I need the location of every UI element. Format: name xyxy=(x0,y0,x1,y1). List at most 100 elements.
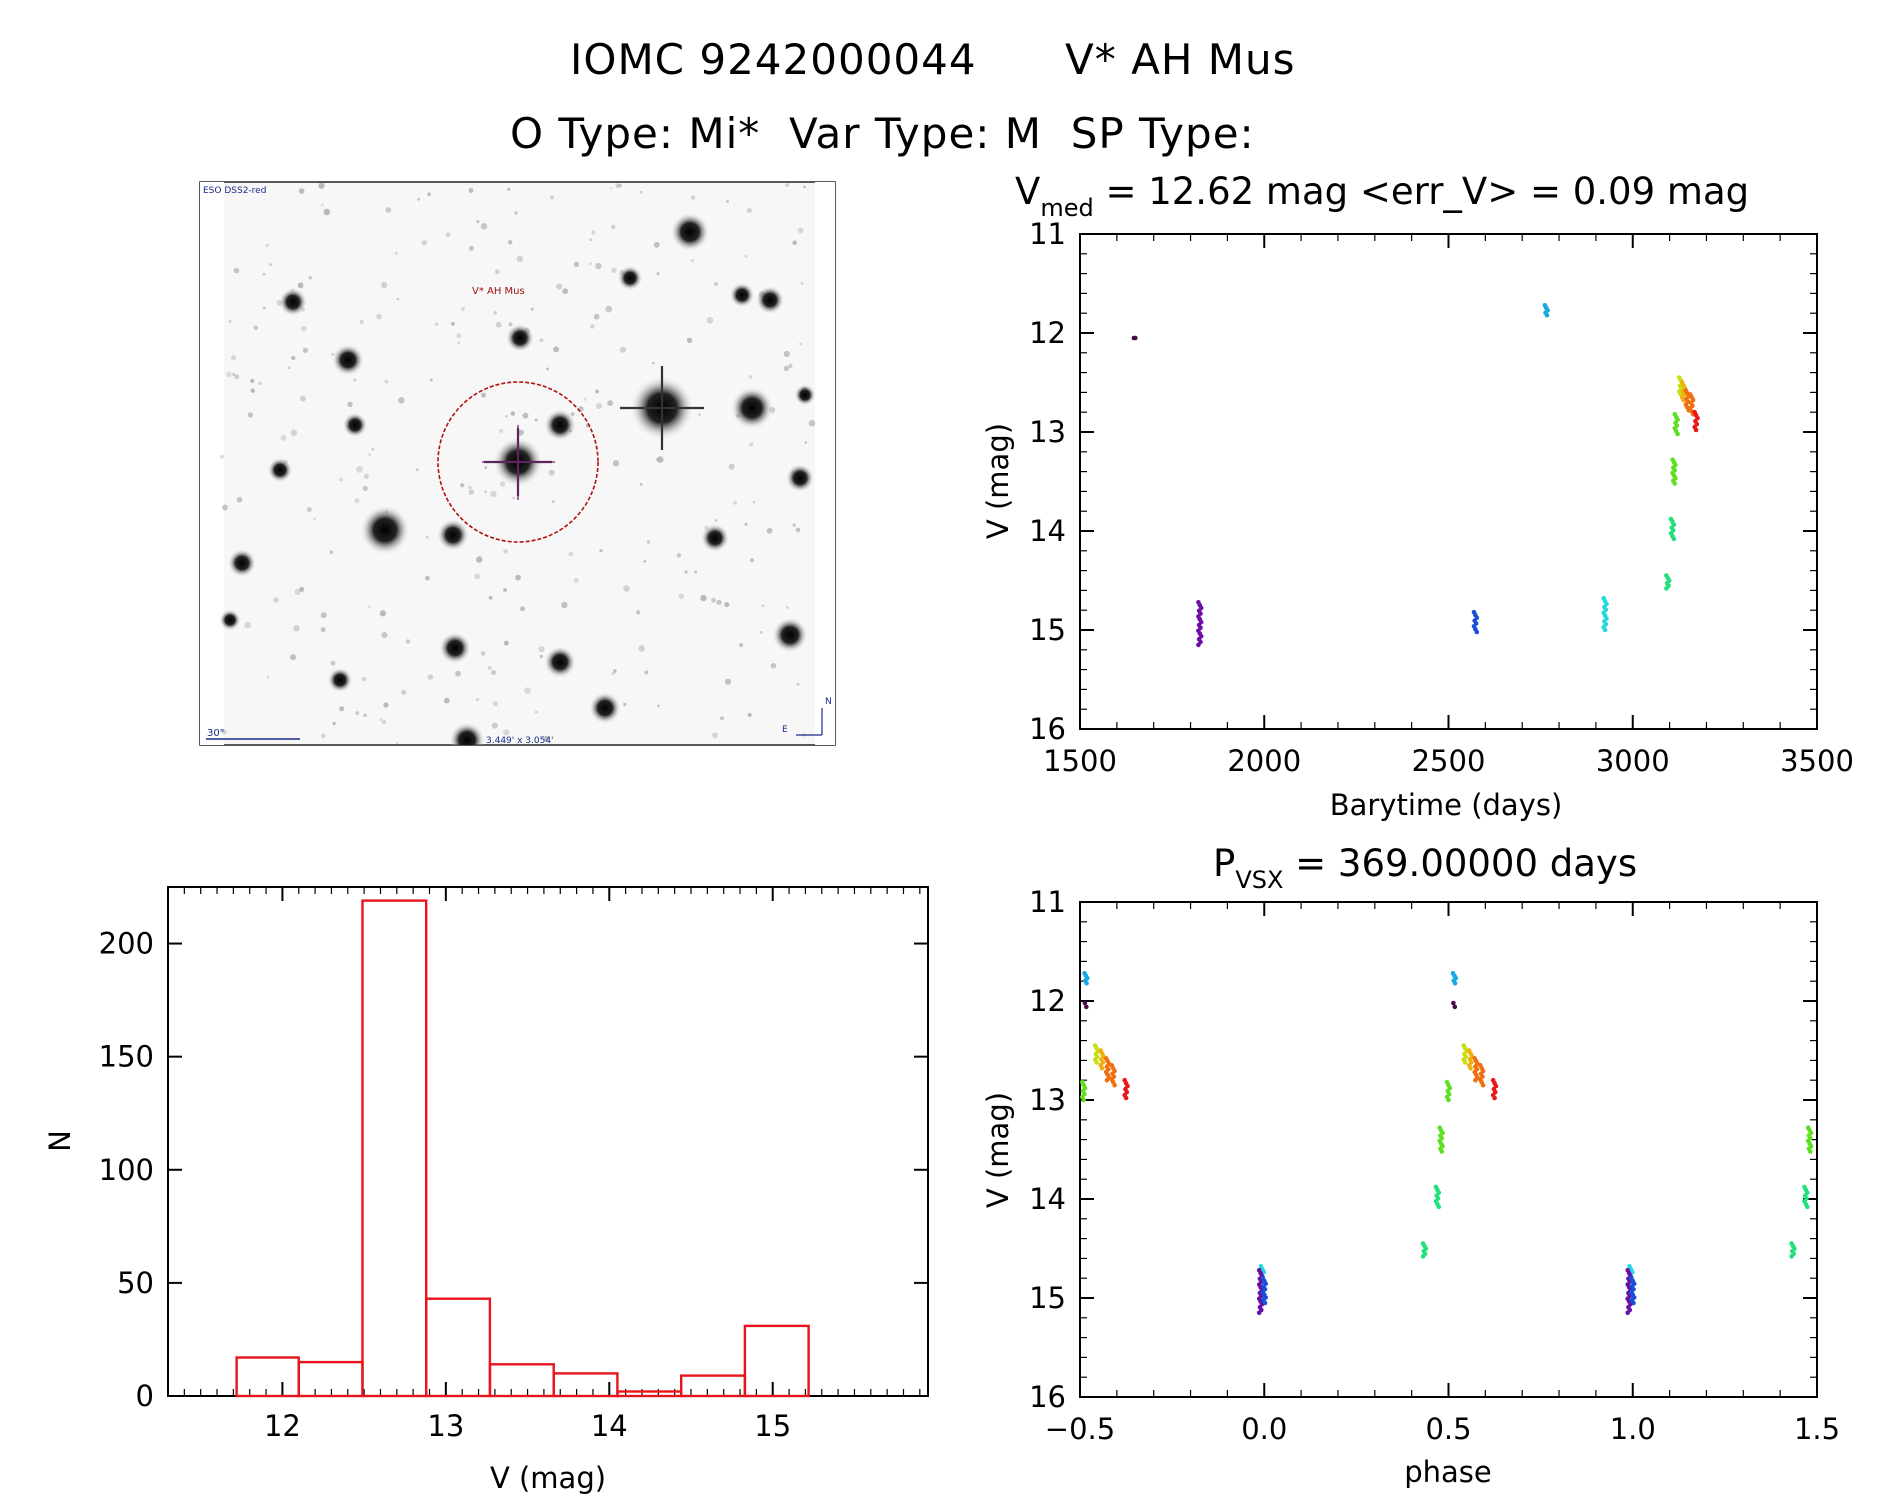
light-curve-title-rest: = 12.62 mag <err_V> = 0.09 mag xyxy=(1094,170,1749,213)
faint-star xyxy=(724,602,730,608)
faint-star xyxy=(339,706,345,712)
faint-star xyxy=(293,625,300,632)
faint-star xyxy=(457,341,460,345)
bright-star xyxy=(772,617,808,653)
phase-curve-ytick-label: 13 xyxy=(1029,1083,1066,1117)
compass-north-label: N xyxy=(825,697,832,707)
faint-star xyxy=(620,346,626,353)
faint-star xyxy=(290,654,296,661)
bright-star xyxy=(359,504,411,556)
faint-star xyxy=(503,588,507,592)
faint-star xyxy=(250,388,255,393)
phase-curve-point xyxy=(1262,1300,1268,1306)
faint-star xyxy=(495,321,502,328)
faint-star xyxy=(795,527,801,533)
faint-star xyxy=(427,192,431,196)
faint-star xyxy=(573,261,580,267)
faint-star xyxy=(514,211,518,215)
faint-star xyxy=(615,183,621,188)
phase-curve-point xyxy=(1082,1000,1088,1006)
faint-star xyxy=(302,347,308,353)
faint-star xyxy=(318,182,325,189)
faint-star xyxy=(539,654,544,659)
faint-star xyxy=(770,663,777,669)
light-curve-frame xyxy=(1079,233,1818,730)
light-curve-xtick-label: 2000 xyxy=(1227,744,1301,778)
faint-star xyxy=(415,468,419,472)
faint-star xyxy=(320,612,327,619)
light-curve-point xyxy=(1474,629,1480,635)
faint-star xyxy=(300,395,306,402)
faint-star xyxy=(475,698,480,702)
bright-star xyxy=(342,412,368,438)
faint-star xyxy=(488,595,493,600)
light-curve-point xyxy=(1544,312,1550,318)
faint-star xyxy=(507,187,511,191)
faint-star xyxy=(785,183,790,187)
bright-star xyxy=(785,463,815,493)
faint-star xyxy=(394,251,398,255)
bright-star xyxy=(617,265,643,291)
faint-star xyxy=(236,496,243,503)
faint-star xyxy=(490,490,497,498)
histogram-xtick-label: 12 xyxy=(264,1409,301,1443)
faint-star xyxy=(583,397,587,401)
faint-star xyxy=(484,490,487,493)
faint-star xyxy=(610,224,616,230)
faint-star xyxy=(320,627,326,633)
faint-star xyxy=(739,643,744,648)
faint-star xyxy=(234,374,240,380)
faint-star xyxy=(499,428,504,433)
faint-star xyxy=(480,651,486,656)
faint-star xyxy=(508,322,513,327)
faint-star xyxy=(222,504,228,511)
faint-star xyxy=(299,586,305,592)
faint-star xyxy=(590,324,595,329)
phase-curve-ytick-label: 15 xyxy=(1029,1281,1066,1315)
faint-star xyxy=(568,551,574,557)
faint-star xyxy=(491,722,498,729)
faint-star xyxy=(445,232,451,237)
bright-star xyxy=(543,645,577,679)
light-curve-xtick-label: 3500 xyxy=(1780,744,1854,778)
faint-star xyxy=(367,605,371,608)
faint-star xyxy=(425,575,430,581)
faint-star xyxy=(539,338,544,343)
faint-star xyxy=(611,267,617,273)
phase-curve-title-sub: VSX xyxy=(1235,866,1283,894)
faint-star xyxy=(253,325,259,331)
faint-star xyxy=(323,208,331,216)
faint-star xyxy=(266,676,270,679)
bright-star xyxy=(227,548,257,578)
phase-curve-ylabel: V (mag) xyxy=(981,1092,1015,1208)
faint-star xyxy=(573,578,579,583)
phase-curve-frame xyxy=(1079,901,1818,1398)
faint-star xyxy=(492,701,499,707)
faint-star xyxy=(258,381,262,385)
faint-star xyxy=(381,281,388,289)
histogram-ytick-label: 150 xyxy=(99,1040,154,1074)
faint-star xyxy=(595,402,603,410)
faint-star xyxy=(451,321,455,326)
faint-star xyxy=(546,367,549,371)
faint-star xyxy=(381,632,388,638)
light-curve-point xyxy=(1664,586,1669,591)
light-curve-point xyxy=(1672,481,1677,486)
bright-star xyxy=(543,408,577,442)
faint-star xyxy=(786,606,789,609)
bright-star xyxy=(729,282,755,308)
faint-star xyxy=(460,306,465,312)
histogram-bar xyxy=(552,1372,619,1398)
faint-star xyxy=(356,465,363,473)
phase-curve-point xyxy=(1492,1095,1497,1101)
faint-star xyxy=(508,240,513,245)
header-object-id: IOMC 9242000044 xyxy=(570,35,977,84)
bright-star xyxy=(730,386,774,430)
faint-star xyxy=(297,282,304,289)
faint-star xyxy=(761,604,765,608)
faint-star xyxy=(468,489,475,495)
phase-curve-point xyxy=(1808,1149,1813,1154)
bright-star xyxy=(700,523,730,553)
phase-curve-ytick-label: 14 xyxy=(1029,1182,1066,1216)
faint-star xyxy=(543,735,549,742)
